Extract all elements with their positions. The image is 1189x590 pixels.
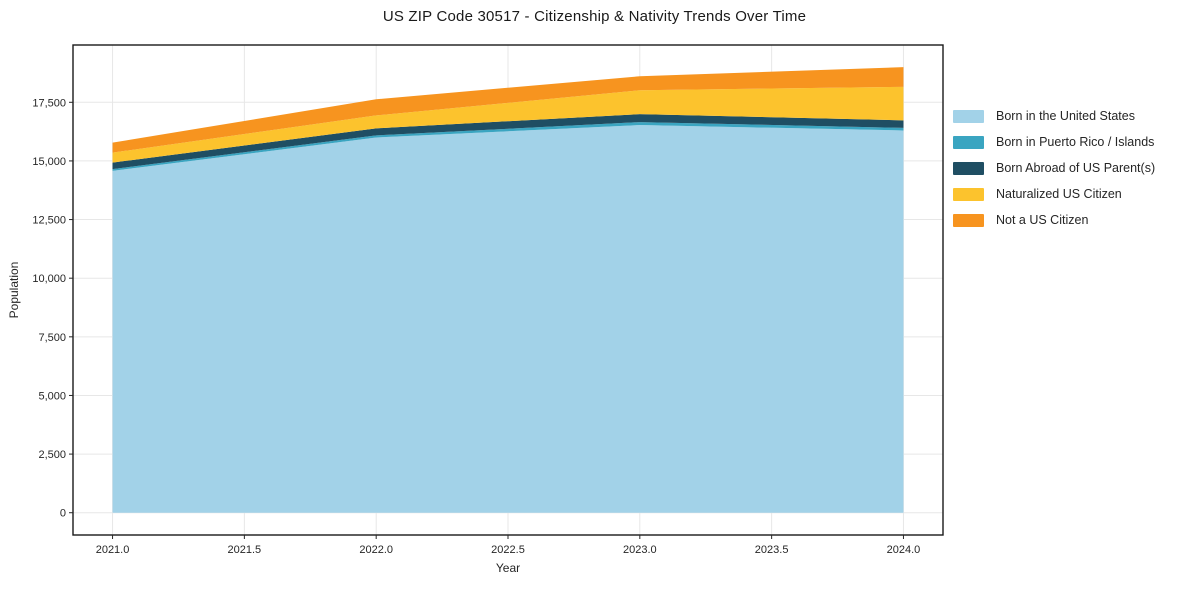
y-tick-label: 10,000 — [32, 273, 66, 285]
x-axis-label: Year — [495, 561, 521, 575]
legend-item-born-abroad-of-us-parent-s: Born Abroad of US Parent(s) — [953, 155, 1155, 181]
y-tick-label: 5,000 — [38, 390, 66, 402]
legend-item-naturalized-us-citizen: Naturalized US Citizen — [953, 181, 1155, 207]
legend-item-not-a-us-citizen: Not a US Citizen — [953, 207, 1155, 233]
x-tick-label: 2023.0 — [623, 544, 657, 556]
legend-swatch-icon — [953, 109, 984, 123]
legend-item-born-in-puerto-rico-islands: Born in Puerto Rico / Islands — [953, 129, 1155, 155]
legend-label: Not a US Citizen — [996, 213, 1089, 227]
y-tick-label: 12,500 — [32, 215, 66, 227]
legend-item-born-in-the-united-states: Born in the United States — [953, 103, 1155, 129]
area-born-in-the-united-states — [112, 125, 904, 513]
chart-title: US ZIP Code 30517 - Citizenship & Nativi… — [382, 8, 807, 25]
x-tick-label: 2022.5 — [491, 544, 525, 556]
y-tick-label: 17,500 — [32, 97, 66, 109]
legend-label: Born in Puerto Rico / Islands — [996, 135, 1155, 149]
y-tick-label: 0 — [60, 508, 66, 520]
legend-label: Born in the United States — [996, 109, 1135, 123]
x-tick-label: 2021.0 — [96, 544, 130, 556]
legend: Born in the United States Born in Puerto … — [953, 103, 1155, 233]
y-axis-label: Population — [7, 261, 21, 319]
y-tick-label: 7,500 — [38, 332, 66, 344]
x-tick-label: 2023.5 — [755, 544, 789, 556]
legend-swatch-icon — [953, 135, 984, 149]
legend-swatch-icon — [953, 187, 984, 201]
area-born-in-puerto-rico-islands — [112, 122, 904, 171]
legend-label: Born Abroad of US Parent(s) — [996, 161, 1156, 175]
area-born-abroad-of-us-parent-s — [112, 114, 904, 170]
legend-swatch-icon — [953, 161, 984, 175]
legend-label: Naturalized US Citizen — [996, 187, 1122, 201]
x-tick-label: 2021.5 — [228, 544, 262, 556]
area-naturalized-us-citizen — [112, 86, 904, 163]
x-tick-label: 2022.0 — [359, 544, 393, 556]
x-tick-label: 2024.0 — [887, 544, 921, 556]
y-tick-label: 15,000 — [32, 156, 66, 168]
y-tick-label: 2,500 — [38, 449, 66, 461]
area-not-a-us-citizen — [112, 67, 904, 153]
legend-swatch-icon — [953, 213, 984, 227]
